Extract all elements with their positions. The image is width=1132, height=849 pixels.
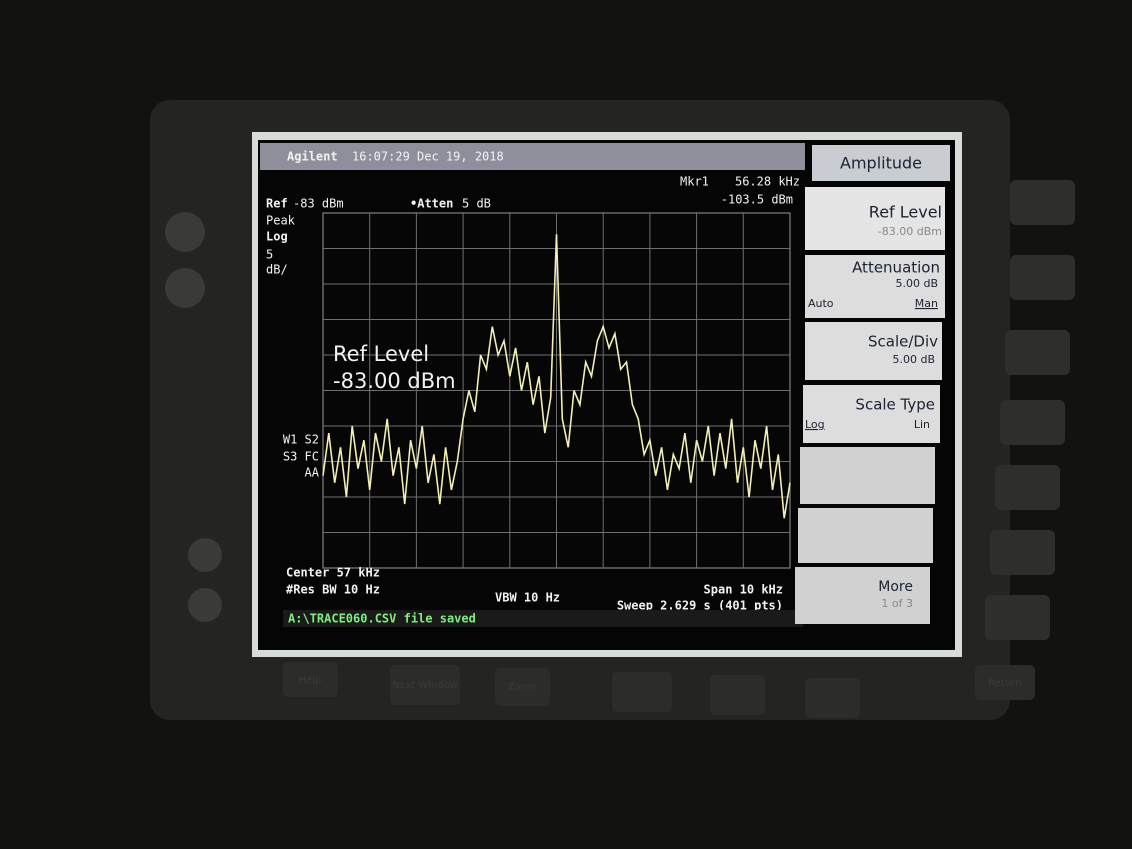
knob[interactable] (188, 588, 222, 622)
softkey[interactable] (798, 508, 933, 563)
side-key[interactable] (985, 595, 1050, 640)
header-bar (260, 143, 805, 170)
knob[interactable] (188, 538, 222, 572)
front-button[interactable] (805, 678, 860, 718)
softkey-label: Attenuation (852, 259, 940, 277)
center-frequency: Center 57 kHz (286, 566, 380, 580)
front-button[interactable] (495, 668, 550, 706)
menu-title: Amplitude (840, 154, 922, 173)
ref-label: Ref (266, 197, 288, 211)
left-panel-label: Peak (266, 214, 296, 228)
softkey-option: Log (805, 418, 825, 431)
atten-label: •Atten (410, 197, 453, 211)
button-label: Help (299, 675, 322, 686)
side-key[interactable] (995, 465, 1060, 510)
left-panel-label: 5 (266, 248, 273, 262)
front-buttons: Help Next Window Zoom Return (283, 662, 1035, 718)
knob[interactable] (165, 268, 205, 308)
side-key[interactable] (1000, 400, 1065, 445)
softkey-value: 5.00 dB (895, 277, 938, 290)
left-panel-label: AA (305, 466, 320, 480)
knob[interactable] (165, 212, 205, 252)
front-button[interactable] (612, 672, 672, 712)
front-button[interactable] (975, 665, 1035, 700)
softkey[interactable] (795, 567, 930, 624)
front-button[interactable] (710, 675, 765, 715)
softkey[interactable] (803, 385, 940, 443)
softkey[interactable] (800, 447, 935, 504)
side-key[interactable] (1010, 255, 1075, 300)
ref-value: -83 dBm (293, 197, 344, 211)
side-key[interactable] (1005, 330, 1070, 375)
softkey[interactable] (805, 255, 945, 318)
softkey-label: Scale/Div (868, 333, 938, 351)
side-keys (985, 180, 1075, 640)
atten-value: 5 dB (462, 197, 491, 211)
timestamp: 16:07:29 Dec 19, 2018 (352, 150, 504, 164)
status-bar (283, 610, 803, 627)
softkey-value: 1 of 3 (881, 597, 913, 610)
softkey-option: Auto (808, 297, 834, 310)
softkey[interactable] (805, 322, 942, 380)
button-label: Zoom (508, 682, 537, 693)
left-panel-label: S3 FC (283, 450, 319, 464)
marker-frequency: 56.28 kHz (735, 175, 800, 189)
softkey-menu: Amplitude Ref Level -83.00 dBm Attenuati… (795, 145, 950, 624)
front-button[interactable] (283, 662, 338, 697)
marker-label: Mkr1 (680, 175, 709, 189)
left-panel: Peak Log 5dB/W1 S2 S3 FC AA (266, 214, 320, 480)
overlay-value: -83.00 dBm (333, 369, 456, 393)
spectrum-trace (322, 234, 791, 519)
plot (322, 212, 791, 569)
button-label: Return (988, 678, 1021, 689)
softkey-option: Lin (914, 418, 930, 431)
softkey-label: Ref Level (869, 203, 942, 222)
softkey-value: -83.00 dBm (878, 225, 942, 238)
left-panel-label: dB/ (266, 263, 288, 277)
side-key[interactable] (990, 530, 1055, 575)
span: Span 10 kHz (704, 583, 783, 597)
softkey-option: Man (915, 297, 938, 310)
softkey-label: More (878, 579, 913, 595)
status-message: A:\TRACE060.CSV file saved (288, 612, 476, 626)
res-bw: #Res BW 10 Hz (286, 583, 380, 597)
marker-level: -103.5 dBm (721, 193, 793, 207)
sweep: Sweep 2.629 s (401 pts) (617, 599, 783, 613)
softkey-value: 5.00 dB (892, 353, 935, 366)
side-key[interactable] (1010, 180, 1075, 225)
vbw: VBW 10 Hz (495, 591, 560, 605)
front-button[interactable] (390, 665, 460, 705)
left-panel-label: Log (266, 230, 288, 244)
button-label: Next Window (392, 680, 458, 691)
softkey[interactable] (805, 187, 945, 250)
overlay-title: Ref Level (333, 342, 429, 366)
softkey-label: Scale Type (855, 396, 935, 414)
left-panel-label: W1 S2 (283, 433, 319, 447)
brand: Agilent (287, 150, 338, 164)
menu-title-bg (812, 145, 950, 181)
